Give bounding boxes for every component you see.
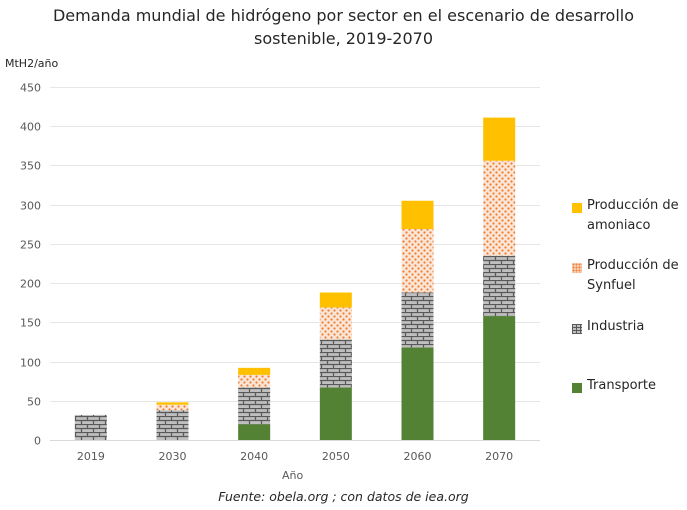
source-note: Fuente: obela.org ; con datos de iea.org: [218, 489, 469, 504]
legend-label: Producción de Synfuel: [587, 258, 679, 293]
bar-segment-producci-n-de-synfuel-2050: [319, 307, 352, 340]
bar-segment-industria-2019: [74, 414, 107, 440]
bar-segment-producci-n-de-synfuel-2070: [483, 160, 516, 256]
x-axis-label: Año: [282, 469, 304, 482]
legend-label: Industria: [587, 319, 645, 334]
bar-segment-producci-n-de-amoniaco-2060: [401, 200, 434, 229]
legend-label: Transporte: [587, 378, 656, 393]
bar-segment-producci-n-de-synfuel-2030: [156, 404, 189, 411]
y-tick-label: 100: [20, 357, 41, 370]
chart-title-line-1: Demanda mundial de hidrógeno por sector …: [52, 6, 635, 25]
bar-segment-industria-2040: [238, 387, 271, 425]
x-tick-label: 2070: [485, 450, 513, 463]
y-tick-label: 450: [20, 82, 41, 95]
y-axis-label: MtH2/año: [5, 57, 59, 70]
chart-plot: 0 50 100 150 200 250 300 350 400 450 2019 2030 2040…: [20, 82, 540, 463]
y-tick-label: 400: [20, 121, 41, 134]
legend-label: Producción de amoniaco: [587, 198, 679, 233]
y-axis-ticks: 0 50 100 150 200 250 300 350 400 450: [20, 82, 41, 448]
chart-title: Demanda mundial de hidrógeno por sector …: [0, 4, 687, 50]
legend-swatch: [572, 263, 582, 273]
y-tick-label: 250: [20, 239, 41, 252]
bar-segment-industria-2050: [319, 339, 352, 388]
legend-swatch: [572, 324, 582, 334]
chart-title-line-2: sostenible, 2019-2070: [254, 29, 433, 48]
x-tick-label: 2019: [77, 450, 105, 463]
y-tick-label: 200: [20, 278, 41, 291]
bar-segment-producci-n-de-amoniaco-2030: [156, 402, 189, 405]
bar-segment-producci-n-de-synfuel-2060: [401, 228, 434, 293]
legend-swatch: [572, 383, 582, 393]
x-axis-ticks: 2019 2030 2040 2050 2060 2070: [77, 450, 513, 463]
y-tick-label: 150: [20, 317, 41, 330]
bar-segment-producci-n-de-amoniaco-2040: [238, 367, 271, 375]
bar-segment-producci-n-de-synfuel-2040: [238, 374, 271, 388]
bar-segment-industria-2070: [483, 255, 516, 317]
y-tick-label: 300: [20, 200, 41, 213]
y-tick-label: 50: [27, 396, 41, 409]
y-tick-label: 0: [34, 435, 41, 448]
bar-segment-industria-2030: [156, 410, 189, 440]
bar-segment-producci-n-de-amoniaco-2050: [319, 292, 352, 308]
bar-segment-transporte-2050: [319, 387, 352, 440]
bar-segment-industria-2060: [401, 292, 434, 348]
gridlines: [50, 87, 540, 441]
bar-segment-transporte-2070: [483, 316, 516, 440]
x-tick-label: 2050: [322, 450, 350, 463]
x-tick-label: 2030: [159, 450, 187, 463]
bar-segment-producci-n-de-amoniaco-2070: [483, 117, 516, 161]
x-tick-label: 2060: [404, 450, 432, 463]
legend: Producción de amoniaco Producción de Synf…: [570, 0, 687, 420]
x-tick-label: 2040: [240, 450, 268, 463]
bars: [74, 117, 516, 440]
bar-segment-transporte-2040: [238, 424, 271, 440]
bar-segment-transporte-2060: [401, 347, 434, 440]
legend-swatch: [572, 203, 582, 213]
y-tick-label: 350: [20, 160, 41, 173]
